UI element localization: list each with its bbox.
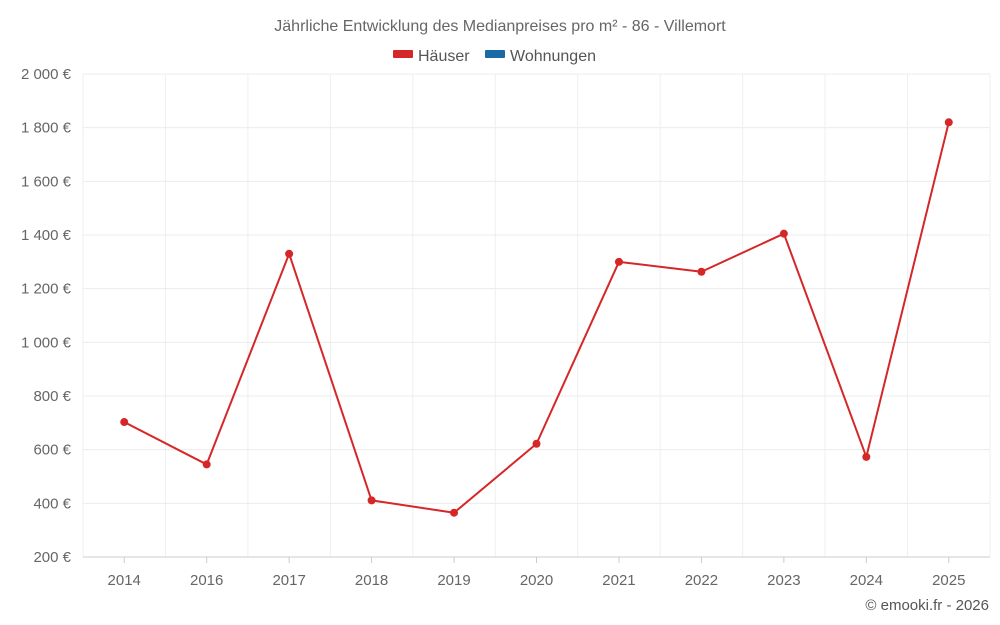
chart-title: Jährliche Entwicklung des Medianpreises … <box>274 18 726 35</box>
data-point[interactable] <box>944 118 953 127</box>
y-tick-label: 600 € <box>33 442 71 459</box>
legend-swatch <box>393 50 413 58</box>
data-point[interactable] <box>614 257 623 266</box>
x-tick-label: 2017 <box>272 572 305 589</box>
y-tick-label: 1 000 € <box>21 334 72 351</box>
legend-label: Wohnungen <box>510 48 596 65</box>
y-tick-label: 1 800 € <box>21 120 72 137</box>
data-point[interactable] <box>532 439 541 448</box>
y-tick-label: 1 200 € <box>21 281 72 298</box>
horizontal-gridlines <box>83 73 990 558</box>
data-point[interactable] <box>202 460 211 469</box>
data-point[interactable] <box>450 508 459 517</box>
y-tick-label: 1 600 € <box>21 173 72 190</box>
legend-item[interactable]: Wohnungen <box>485 48 596 65</box>
data-point[interactable] <box>285 249 294 258</box>
data-point[interactable] <box>862 452 871 461</box>
x-tick-label: 2023 <box>767 572 800 589</box>
data-point[interactable] <box>367 496 376 505</box>
x-tick-label: 2021 <box>602 572 635 589</box>
data-point[interactable] <box>779 229 788 238</box>
data-point[interactable] <box>120 418 129 427</box>
x-tick-label: 2022 <box>685 572 718 589</box>
y-tick-label: 800 € <box>33 388 71 405</box>
x-tick-label: 2025 <box>932 572 965 589</box>
y-axis-tick-labels: 200 € 400 € 600 € 800 € 1 000 € 1 200 € 1 400 … <box>21 66 72 566</box>
legend-item[interactable]: Häuser <box>393 48 470 65</box>
x-tick-label: 2016 <box>190 572 223 589</box>
data-point[interactable] <box>697 267 706 276</box>
x-tick-label: 2019 <box>437 572 470 589</box>
legend-swatch <box>485 50 505 58</box>
credit-text: © emooki.fr - 2026 <box>865 597 989 614</box>
vertical-gridlines <box>82 74 991 557</box>
series-layer <box>120 118 953 517</box>
y-tick-label: 400 € <box>33 495 71 512</box>
x-tick-label: 2018 <box>355 572 388 589</box>
y-tick-label: 2 000 € <box>21 66 72 83</box>
x-axis-tick-labels: 2014 2016 2017 2018 2019 2020 2021 2022 2023 2024… <box>108 557 965 589</box>
x-tick-label: 2024 <box>850 572 883 589</box>
x-tick-label: 2014 <box>108 572 141 589</box>
y-tick-label: 1 400 € <box>21 227 72 244</box>
x-tick-label: 2020 <box>520 572 553 589</box>
legend: Häuser Wohnungen <box>393 48 596 65</box>
legend-label: Häuser <box>418 48 470 65</box>
y-tick-label: 200 € <box>33 549 71 566</box>
